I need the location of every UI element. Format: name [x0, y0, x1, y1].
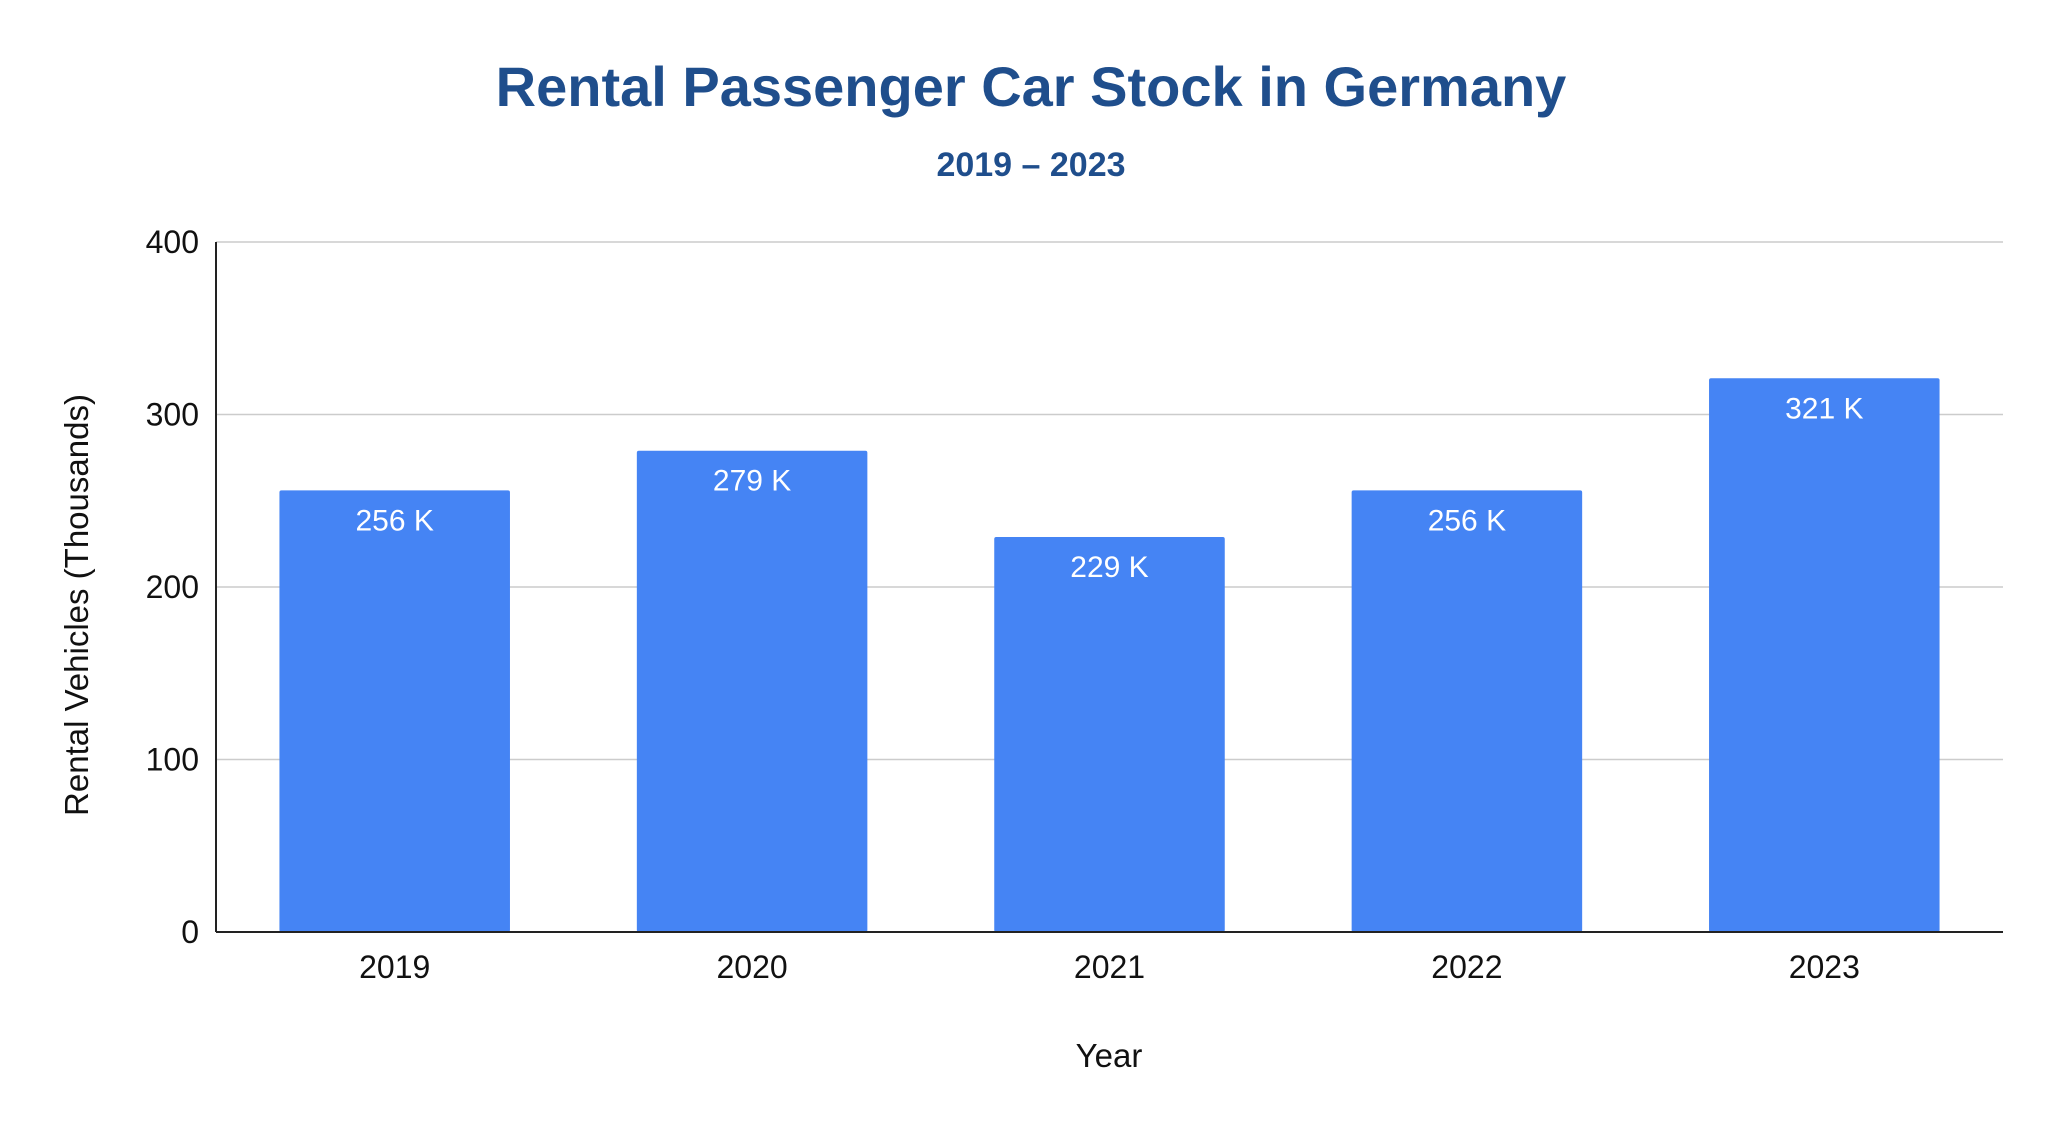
bar-data-label: 321 K	[1785, 392, 1863, 425]
y-axis-title: Rental Vehicles (Thousands)	[58, 394, 95, 816]
bar-2022	[1351, 490, 1583, 932]
bar-2021	[994, 536, 1225, 932]
bar-2019	[279, 490, 510, 932]
y-tick-label: 300	[146, 397, 199, 433]
bar-2020	[636, 450, 868, 932]
chart-subtitle: 2019 – 2023	[936, 146, 1125, 184]
bars: 256 K 279 K 229 K 256 K 321 K	[279, 378, 1940, 932]
x-tick-label: 2022	[1431, 949, 1502, 985]
y-tick-label: 400	[146, 224, 199, 260]
bar-2023	[1709, 378, 1940, 932]
x-tick-label: 2019	[359, 949, 430, 985]
y-axis-ticks: 0 100 200 300 400	[146, 224, 199, 950]
chart-title: Rental Passenger Car Stock in Germany	[496, 55, 1567, 118]
y-tick-label: 200	[146, 569, 199, 605]
x-axis-title: Year	[1076, 1037, 1143, 1074]
y-tick-label: 0	[181, 914, 199, 950]
bar-data-label: 256 K	[355, 504, 433, 537]
bar-data-label: 229 K	[1070, 551, 1148, 584]
y-tick-label: 100	[146, 742, 199, 778]
bar-data-label: 279 K	[713, 465, 791, 498]
x-tick-label: 2021	[1074, 949, 1145, 985]
x-axis-ticks: 2019 2020 2021 2022 2023	[359, 949, 1860, 985]
x-tick-label: 2020	[717, 949, 788, 985]
x-tick-label: 2023	[1789, 949, 1860, 985]
bar-data-label: 256 K	[1428, 504, 1506, 537]
